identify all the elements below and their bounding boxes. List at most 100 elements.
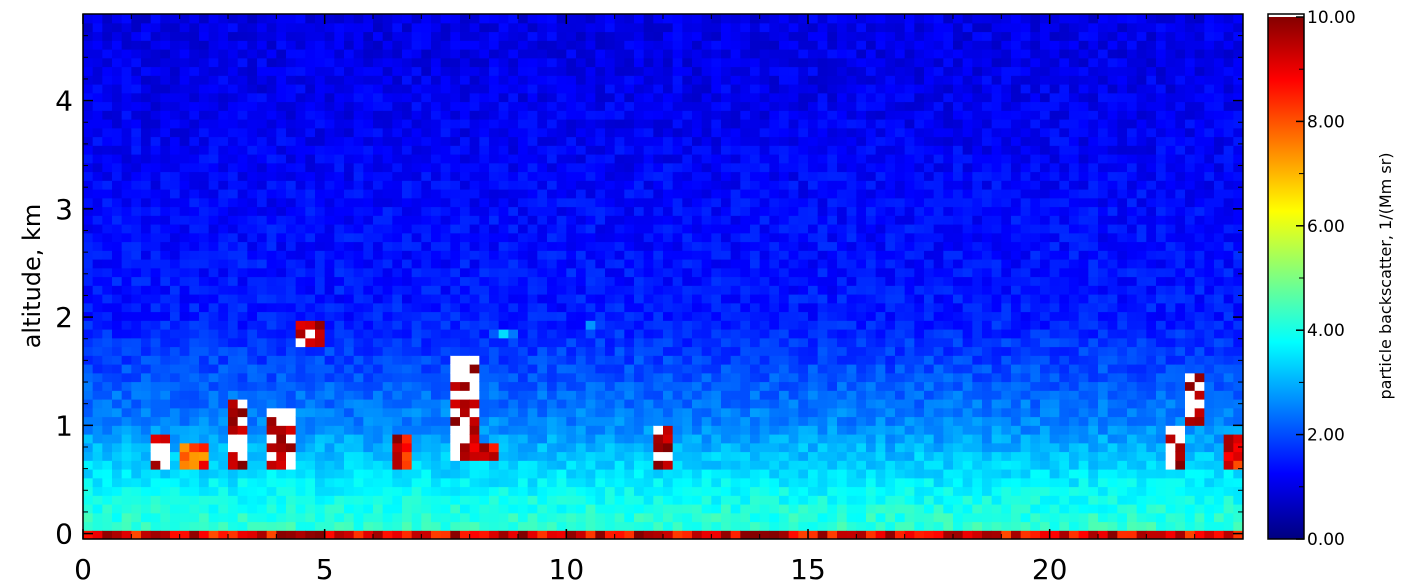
heatmap-cell [382,66,393,76]
heatmap-cell [721,434,732,444]
heatmap-cell [875,14,886,24]
heatmap-cell [808,49,819,59]
heatmap-cell [179,390,190,400]
heatmap-cell [179,22,190,33]
heatmap-cell [779,302,790,313]
heatmap-cell [92,189,103,199]
heatmap-cell [276,180,287,190]
heatmap-cell [721,486,732,496]
heatmap-cell [421,84,432,94]
heatmap-cell [614,101,625,111]
heatmap-cell [228,346,239,356]
heatmap-cell [305,101,316,111]
heatmap-cell [189,355,200,365]
heatmap-cell [624,512,635,523]
heatmap-cell [885,512,896,523]
heatmap-cell [402,250,413,260]
heatmap-cell [353,442,364,453]
heatmap-cell [199,92,210,103]
heatmap-cell [411,57,422,68]
heatmap-cell [150,434,161,444]
heatmap-cell [286,119,297,129]
heatmap-cell [469,154,480,164]
heatmap-cell [189,241,200,251]
heatmap-cell [324,66,335,76]
heatmap-cell [170,372,181,383]
heatmap-cell [672,119,683,129]
heatmap-cell [518,31,529,41]
heatmap-cell [808,224,819,234]
heatmap-cell [875,66,886,76]
heatmap-cell [373,215,384,225]
heatmap-cell [866,504,877,514]
heatmap-cell [295,512,306,523]
heatmap-cell [566,267,577,278]
heatmap-cell [150,14,161,24]
heatmap-cell [218,390,229,400]
heatmap-cell [663,486,674,496]
heatmap-cell [605,180,616,190]
heatmap-cell [469,355,480,365]
heatmap-cell [199,224,210,234]
heatmap-cell [199,75,210,85]
heatmap-cell [112,31,123,41]
heatmap-cell [334,49,345,59]
heatmap-cell [286,486,297,496]
heatmap-cell [218,127,229,138]
heatmap-cell [653,92,664,103]
heatmap-cell [672,302,683,313]
heatmap-cell [508,451,519,461]
heatmap-cell [92,442,103,453]
heatmap-cell [750,355,761,365]
heatmap-cell [605,224,616,234]
heatmap-cell [276,442,287,453]
heatmap-cell [83,460,94,470]
heatmap-cell [237,451,248,461]
heatmap-cell [440,189,451,199]
heatmap-cell [750,171,761,181]
heatmap-cell [208,495,219,505]
heatmap-cell [808,329,819,339]
heatmap-cell [711,530,722,539]
heatmap-cell [112,381,123,391]
heatmap-cell [672,530,683,539]
heatmap-cell [479,434,490,444]
heatmap-cell [527,197,538,208]
heatmap-cell [508,504,519,514]
heatmap-cell [875,145,886,155]
heatmap-cell [257,442,268,453]
heatmap-cell [92,355,103,365]
heatmap-cell [131,49,142,59]
heatmap-cell [566,425,577,435]
heatmap-cell [460,259,471,269]
heatmap-cell [344,224,355,234]
heatmap-cell [286,250,297,260]
heatmap-cell [837,14,848,24]
heatmap-cell [663,267,674,278]
heatmap-cell [411,267,422,278]
heatmap-cell [643,302,654,313]
heatmap-cell [808,66,819,76]
heatmap-cell [344,346,355,356]
heatmap-cell [837,451,848,461]
heatmap-cell [421,57,432,68]
heatmap-cell [808,311,819,321]
heatmap-cell [150,320,161,330]
heatmap-cell [218,477,229,488]
heatmap-cell [808,40,819,50]
heatmap-cell [266,136,277,146]
heatmap-cell [885,425,896,435]
heatmap-cell [682,451,693,461]
heatmap-cell [402,451,413,461]
heatmap-cell [566,329,577,339]
heatmap-cell [624,486,635,496]
heatmap-cell [392,364,403,374]
heatmap-cell [295,232,306,243]
heatmap-cell [189,320,200,330]
heatmap-cell [692,84,703,94]
heatmap-cell [643,250,654,260]
heatmap-cell [102,232,113,243]
heatmap-cell [440,136,451,146]
heatmap-cell [305,49,316,59]
